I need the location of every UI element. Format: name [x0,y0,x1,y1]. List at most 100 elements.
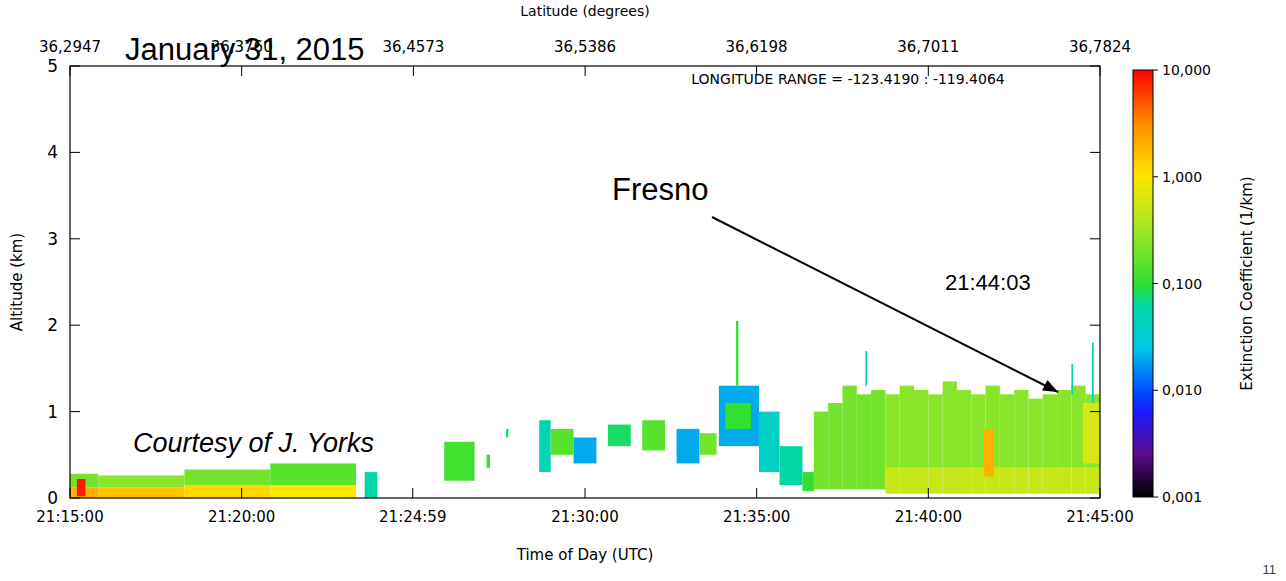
extinction-cell [957,390,971,468]
extinction-cell [928,394,942,467]
colorbar-tick [1153,497,1158,498]
x-tick-label: 21:40:00 [895,508,962,526]
x-tick-label: 21:24:59 [379,508,446,526]
y-tick [1090,411,1100,412]
extinction-cell [1071,364,1073,394]
extinction-cell [677,429,700,464]
extinction-cell [957,468,971,494]
time-annotation: 21:44:03 [945,270,1031,295]
extinction-cell [551,429,574,455]
extinction-cell [843,386,857,490]
x-tick-label: 21:20:00 [208,508,275,526]
extinction-cell [270,463,356,485]
x2-tick-label: 36,6198 [726,38,788,56]
extinction-cell [736,321,738,386]
x-tick-label: 21:30:00 [551,508,618,526]
y-tick [70,325,80,326]
colorbar-tick-label: 0,010 [1162,382,1202,398]
colorbar-tick [1153,176,1158,177]
extinction-cell [1028,399,1042,468]
x-tick-label: 21:15:00 [36,508,103,526]
chart: 21:15:0021:20:0021:24:5921:30:0021:35:00… [0,0,1286,581]
colorbar-tick-label: 1,000 [1162,169,1202,185]
x2-tick-label: 36,5386 [554,38,616,56]
extinction-cell [77,479,86,496]
x2-tick [413,66,414,76]
x-tick [1100,488,1101,498]
extinction-cell [1071,468,1085,494]
y-tick-label: 3 [47,229,58,249]
extinction-cell [914,390,928,468]
extinction-cell [1057,390,1071,468]
extinction-cell [1014,390,1028,468]
extinction-cell [1014,468,1028,494]
y-axis-title: Altitude (km) [8,233,26,331]
y-tick [70,238,80,239]
x2-tick-label: 36,2947 [39,38,101,56]
extinction-cell [971,468,985,494]
x2-tick [1100,66,1101,76]
extinction-cell [184,469,270,485]
y-tick [1090,66,1100,67]
y-tick [70,498,80,499]
y-tick-label: 4 [47,142,58,162]
x-tick [585,488,586,498]
extinction-cell [885,468,899,494]
extinction-cell [814,412,828,490]
colorbar [1133,70,1153,497]
longitude-range: LONGITUDE RANGE = -123.4190 : -119.4064 [691,71,1005,87]
extinction-cell [914,468,928,494]
y-tick [1090,498,1100,499]
extinction-cell [1028,468,1042,494]
extinction-cell [365,472,378,498]
extinction-cell [539,420,550,472]
extinction-cell [725,403,751,429]
extinction-cell [928,468,942,494]
extinction-cell [444,442,474,481]
extinction-cell [1043,394,1057,467]
background [0,0,1286,581]
extinction-cell [900,468,914,494]
extinction-cell [574,438,597,464]
x2-tick [585,66,586,76]
extinction-cell [857,394,871,489]
extinction-cell [971,394,985,467]
extinction-cell [699,433,716,455]
extinction-cell [759,412,780,472]
x2-tick-label: 36,7824 [1069,38,1131,56]
y-tick-label: 2 [47,315,58,335]
plot-frame [70,66,1100,498]
colorbar-tick [1153,70,1158,71]
extinction-cell [900,386,914,468]
x2-axis-title: Latitude (degrees) [520,3,649,19]
y-tick [70,411,80,412]
extinction-cell [1043,468,1057,494]
y-tick-label: 1 [47,402,58,422]
extinction-cell [984,429,994,477]
page-number: 11 [1263,562,1277,577]
colorbar-tick-label: 0,001 [1162,489,1202,505]
extinction-cell [1086,468,1100,494]
x2-tick [70,66,71,76]
colorbar-tick-label: 0,100 [1162,276,1202,292]
extinction-cell [943,468,957,494]
arrow [712,217,1058,392]
x-tick [412,488,413,498]
date-annotation: January 31, 2015 [125,32,365,67]
colorbar-tick [1153,283,1158,284]
y-tick [1090,325,1100,326]
x-tick [756,488,757,498]
extinction-cell [802,472,813,491]
extinction-cell [506,429,508,438]
y-tick [1090,152,1100,153]
x-tick [928,488,929,498]
extinction-cell [865,351,867,386]
extinction-cell [828,403,842,489]
extinction-cell [1083,403,1100,463]
extinction-cell [871,390,885,489]
x-tick-label: 21:45:00 [1066,508,1133,526]
x-axis-title: Time of Day (UTC) [516,546,654,564]
colorbar-tick-label: 10,000 [1162,62,1211,78]
extinction-cell [943,381,957,467]
y-tick-label: 5 [47,56,58,76]
